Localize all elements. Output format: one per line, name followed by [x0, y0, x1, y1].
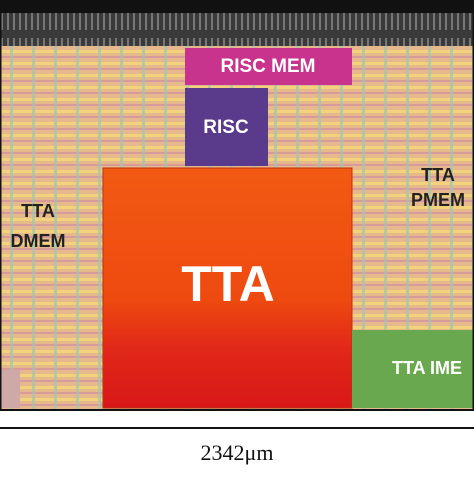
block-label: TTA [181, 256, 274, 312]
block-label: RISC MEM [221, 56, 316, 77]
block-label: RISC [203, 117, 249, 138]
top-edge [0, 0, 474, 12]
block-label: PMEM [411, 190, 465, 210]
corner-block [0, 370, 20, 408]
dimension-label: 2342μm [201, 440, 274, 465]
risc-mem-block [185, 48, 352, 85]
block-label: TTA [21, 201, 55, 221]
block-label: TTA IME [392, 358, 462, 378]
block-label: DMEM [11, 231, 66, 251]
block-label: TTA [421, 165, 455, 185]
risc-block [185, 88, 268, 166]
io-ring [0, 12, 474, 46]
tta-block [102, 167, 353, 409]
tta-imem-block [352, 330, 474, 408]
